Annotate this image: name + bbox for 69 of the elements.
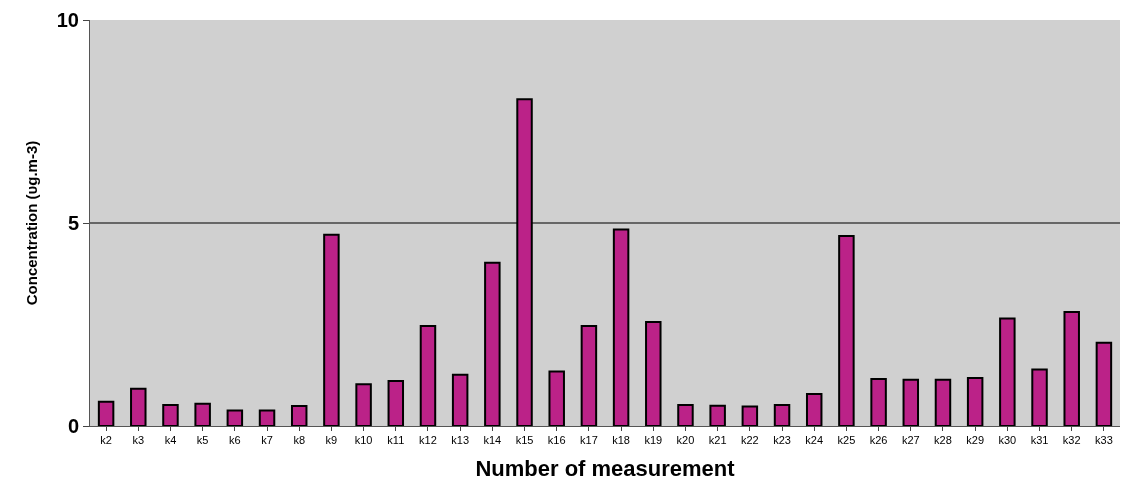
bar: [548, 370, 565, 426]
x-tick-label: k4: [164, 434, 177, 447]
x-tick-label: k33: [1095, 434, 1113, 447]
x-tick-label: k21: [708, 434, 727, 447]
y-tick-label: 10: [56, 9, 79, 31]
x-tick-label: k15: [515, 434, 534, 447]
bar: [323, 233, 340, 426]
x-tick-label: k11: [387, 434, 405, 447]
bar: [934, 378, 952, 426]
bar: [902, 378, 920, 426]
bar: [290, 405, 308, 426]
bar: [580, 325, 598, 426]
x-tick-label: k31: [1030, 434, 1049, 447]
x-tick-label: k29: [966, 434, 985, 447]
bar: [194, 402, 211, 426]
x-tick-label: k18: [612, 434, 630, 447]
bar: [162, 403, 179, 426]
y-tick-label: 0: [67, 415, 79, 437]
x-tick-label: k3: [132, 434, 145, 447]
bar: [451, 373, 469, 426]
x-tick-label: k16: [547, 434, 566, 447]
x-tick-label: k26: [869, 434, 888, 447]
x-tick-label: k12: [419, 434, 437, 447]
bar: [1095, 341, 1113, 426]
y-axis-title: Concentration (υg.m-3): [23, 140, 40, 306]
bar: [258, 409, 276, 426]
x-tick-label: k25: [837, 434, 856, 447]
y-tick-label: 5: [67, 212, 79, 234]
x-tick-label: k2: [100, 434, 112, 447]
bar: [709, 404, 726, 426]
x-tick-label: k19: [644, 434, 663, 447]
bar: [741, 405, 759, 426]
x-tick-label: k23: [773, 434, 791, 447]
x-tick-label: k22: [740, 434, 759, 447]
bar: [484, 261, 501, 426]
bar: [226, 409, 244, 426]
x-tick-label: k7: [261, 434, 273, 447]
x-tick-label: k8: [293, 434, 306, 447]
bar: [999, 317, 1016, 426]
x-tick-label: k14: [483, 434, 502, 447]
x-tick-label: k27: [901, 434, 920, 447]
x-tick-label: k9: [325, 434, 338, 447]
bar: [130, 387, 147, 426]
bar: [838, 234, 855, 426]
bar: [870, 377, 887, 426]
bar: [355, 383, 372, 426]
bar: [516, 98, 533, 426]
bar: [1031, 368, 1048, 426]
x-tick-label: k24: [805, 434, 824, 447]
x-tick-label: k10: [354, 434, 373, 447]
x-tick-label: k28: [934, 434, 952, 447]
bar: [645, 321, 662, 426]
bar: [97, 400, 115, 426]
x-tick-label: k17: [580, 434, 598, 447]
bar: [677, 403, 694, 426]
bar: [1063, 310, 1080, 426]
x-axis-title: Number of measurement: [475, 456, 736, 482]
x-tick-label: k6: [229, 434, 241, 447]
bar: [419, 325, 437, 426]
bar: [612, 228, 630, 426]
x-tick-label: k5: [196, 434, 209, 447]
bar: [966, 377, 984, 426]
x-tick-label: k32: [1062, 434, 1081, 447]
bar: [805, 392, 823, 426]
x-tick-label: k30: [998, 434, 1017, 447]
bar: [387, 379, 405, 426]
x-tick-label: k20: [676, 434, 695, 447]
x-tick-label: k13: [451, 434, 470, 447]
bar: [773, 403, 791, 426]
